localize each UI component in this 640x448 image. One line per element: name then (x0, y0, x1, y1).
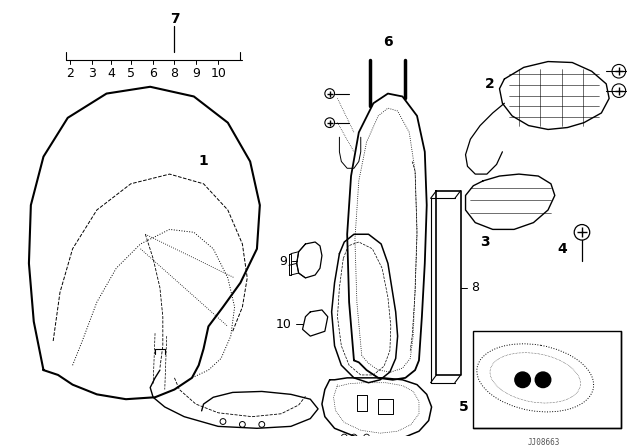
Bar (474, 331, 621, 428)
Text: 1: 1 (198, 155, 209, 168)
Text: 2: 2 (485, 77, 495, 91)
Text: 8: 8 (471, 281, 479, 294)
Text: 4: 4 (557, 242, 568, 256)
Text: 10: 10 (210, 67, 226, 80)
Text: 3: 3 (88, 67, 96, 80)
Circle shape (515, 372, 531, 388)
Text: 8: 8 (170, 67, 179, 80)
Text: 5: 5 (127, 67, 135, 80)
Text: 2: 2 (66, 67, 74, 80)
Text: 6: 6 (383, 35, 393, 49)
Text: 5: 5 (459, 400, 468, 414)
Text: 4: 4 (108, 67, 115, 80)
Text: JJ08663: JJ08663 (528, 438, 560, 447)
Text: 6: 6 (149, 67, 157, 80)
Text: 9: 9 (192, 67, 200, 80)
Text: 9: 9 (279, 255, 287, 268)
Text: 7: 7 (170, 12, 179, 26)
Text: 10: 10 (275, 318, 291, 331)
Circle shape (535, 372, 551, 388)
Text: 3: 3 (480, 235, 490, 249)
